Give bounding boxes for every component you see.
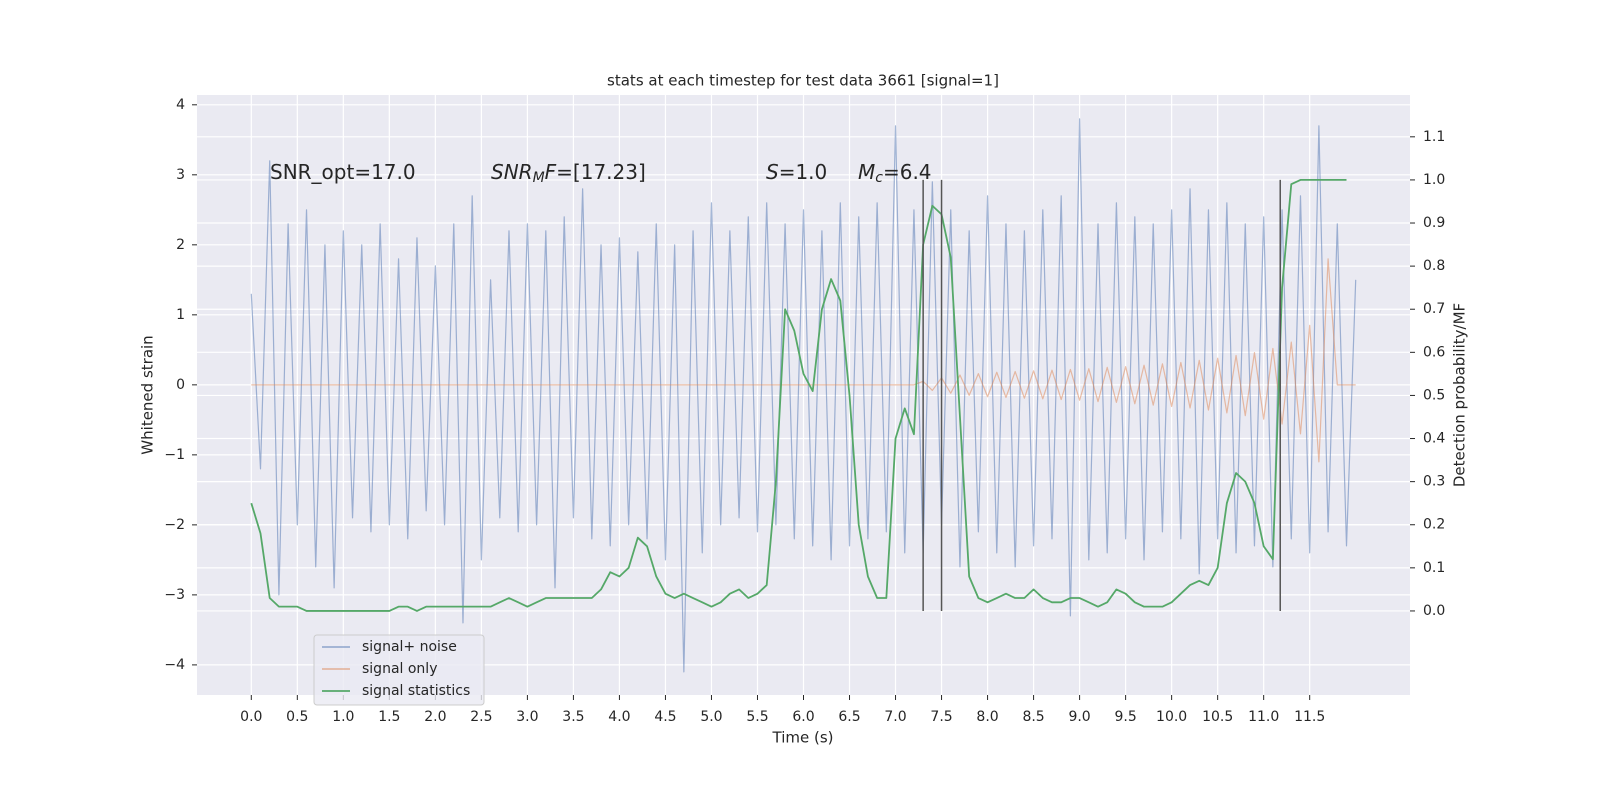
x-tick-label: 10.0 bbox=[1156, 709, 1187, 725]
y-tick-label: 3 bbox=[176, 167, 185, 183]
y-tick-label: 0 bbox=[176, 377, 185, 393]
y-tick-label: 2 bbox=[176, 237, 185, 253]
labels: 0.0 0.5 1.0 1.5 2.0 2.5 3.0 3.5 4.0 4.5 5.0 5.5 6.0 6… bbox=[164, 97, 1445, 725]
grid bbox=[197, 95, 1410, 695]
series-line bbox=[251, 258, 1356, 463]
x-tick-label: 2.0 bbox=[424, 709, 446, 725]
y-tick-label: −2 bbox=[164, 517, 185, 533]
x-tick-label: 11.0 bbox=[1248, 709, 1279, 725]
y2-tick-label: 0.0 bbox=[1423, 603, 1445, 619]
y2-tick-label: 0.8 bbox=[1423, 258, 1445, 274]
y2-tick-label: 0.7 bbox=[1423, 301, 1445, 317]
x-tick-label: 3.0 bbox=[516, 709, 538, 725]
annotation-part: S bbox=[766, 160, 779, 184]
x-tick-label: 7.0 bbox=[884, 709, 906, 725]
annotation: S=1.0 bbox=[766, 160, 827, 184]
y2-tick-label: 0.6 bbox=[1423, 344, 1445, 360]
annotation: SNR_opt=17.0 bbox=[270, 160, 416, 184]
annotation-part: F bbox=[545, 160, 557, 184]
series-line bbox=[250, 118, 1357, 673]
y2-axis-label: Detection probability/MF bbox=[1451, 303, 1469, 487]
series-line bbox=[250, 179, 1347, 612]
annotation-part: =[17.23] bbox=[556, 160, 646, 184]
y2-tick-label: 1.1 bbox=[1423, 129, 1445, 145]
x-tick-label: 9.5 bbox=[1114, 709, 1136, 725]
legend-box bbox=[313, 634, 485, 706]
y2-tick-label: 0.9 bbox=[1423, 215, 1445, 231]
y-tick-label: −3 bbox=[164, 587, 185, 603]
annotation-part: =6.4 bbox=[883, 160, 932, 184]
legend-label: signal statistics bbox=[362, 683, 470, 699]
y-axis-label: Whitened strain bbox=[139, 335, 157, 454]
y-tick-label: −4 bbox=[164, 657, 185, 673]
x-tick-label: 5.5 bbox=[746, 709, 768, 725]
annotation-part: M bbox=[858, 160, 875, 184]
x-tick-label: 6.0 bbox=[792, 709, 814, 725]
annotation-part: SNR bbox=[491, 160, 533, 184]
legend: signal+ noise signal only signal statistic… bbox=[313, 634, 485, 706]
x-tick-label: 9.0 bbox=[1068, 709, 1090, 725]
x-axis-label: Time (s) bbox=[772, 729, 834, 747]
annotation-part: SNR_opt=17.0 bbox=[270, 160, 416, 184]
y2-tick-label: 0.5 bbox=[1423, 387, 1445, 403]
y-tick-label: 4 bbox=[176, 97, 185, 113]
x-tick-label: 8.5 bbox=[1022, 709, 1044, 725]
legend-label: signal+ noise bbox=[362, 639, 457, 655]
x-tick-label: 11.5 bbox=[1294, 709, 1325, 725]
y2-tick-label: 1.0 bbox=[1423, 172, 1445, 188]
y2-tick-label: 0.2 bbox=[1423, 517, 1445, 533]
y2-tick-label: 0.3 bbox=[1423, 474, 1445, 490]
y2-tick-label: 0.1 bbox=[1423, 560, 1445, 576]
x-tick-label: 4.0 bbox=[608, 709, 630, 725]
y2-tick-label: 0.4 bbox=[1423, 431, 1445, 447]
x-tick-label: 8.0 bbox=[976, 709, 998, 725]
x-tick-label: 1.0 bbox=[332, 709, 354, 725]
x-tick-label: 10.5 bbox=[1202, 709, 1233, 725]
annotation-part: =1.0 bbox=[779, 160, 828, 184]
x-tick-label: 0.0 bbox=[240, 709, 262, 725]
x-tick-label: 1.5 bbox=[378, 709, 400, 725]
annotation: Mc=6.4 bbox=[858, 160, 932, 187]
y-tick-label: −1 bbox=[164, 447, 185, 463]
legend-label: signal only bbox=[362, 661, 437, 677]
x-tick-label: 5.0 bbox=[700, 709, 722, 725]
x-tick-label: 4.5 bbox=[654, 709, 676, 725]
x-tick-label: 6.5 bbox=[838, 709, 860, 725]
annotation-part: c bbox=[875, 170, 883, 186]
x-tick-label: 7.5 bbox=[930, 709, 952, 725]
annotation-part: M bbox=[533, 170, 545, 186]
marks bbox=[250, 118, 1357, 673]
y-tick-label: 1 bbox=[176, 307, 185, 323]
x-tick-label: 3.5 bbox=[562, 709, 584, 725]
annotation: SNRMF=[17.23] bbox=[491, 160, 646, 187]
chart-title: stats at each timestep for test data 366… bbox=[607, 72, 999, 90]
x-tick-label: 0.5 bbox=[286, 709, 308, 725]
x-tick-label: 2.5 bbox=[470, 709, 492, 725]
